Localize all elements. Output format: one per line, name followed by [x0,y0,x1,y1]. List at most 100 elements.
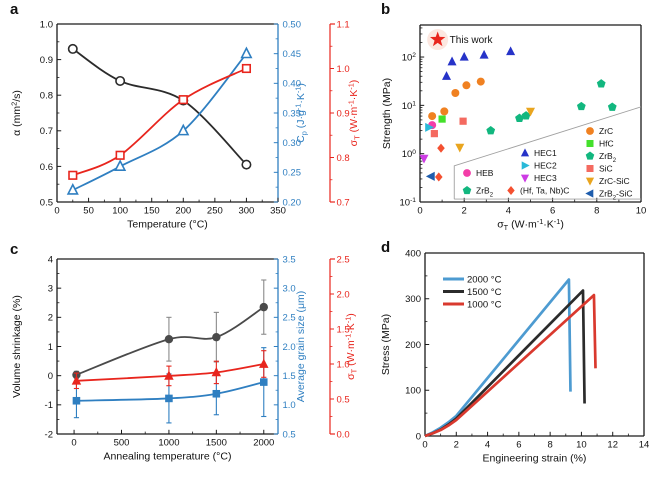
legend-label: 1500 °C [467,287,502,298]
legend-label: (Hf, Ta, Nb)C [520,186,569,196]
series-ZrC-SiC [455,107,536,153]
legend-region-outline [453,106,642,200]
y-tick-label: 10-1 [400,197,417,208]
x-axis-title: Annealing temperature (°C) [104,451,232,463]
data-point-thermal-diffusivity [67,43,78,54]
data-point-HfTaNbC [437,143,445,153]
panel-a-chart: 0 50 100 150 200 250 300 350 Temperature (°C) 0.5… [10,19,362,230]
this-work-annotation: This work [427,29,493,51]
series-HEC2 [425,122,434,132]
legend-item: ZrB2 [462,186,493,198]
x-axis-title: Engineering strain (%) [483,453,587,465]
x-tick-label: 0 [71,438,76,449]
x-tick-label: 250 [207,206,223,217]
triangle-right-icon [521,161,530,170]
legend-item: ZrC [586,126,613,136]
data-point-HEC1 [479,49,489,59]
data-point-ZrC [451,89,460,98]
x-tick-label: 4 [506,206,511,217]
circle-icon [586,127,594,135]
y3-tick-label: 0.5 [337,394,350,405]
x-tick-label: 0 [417,206,422,217]
y-tick-label: 0.7 [40,126,53,137]
y2-axis-title: Cp (J·g-1·K-1) [294,83,309,143]
data-point-ZrB2 [515,113,524,123]
x-tick-label: 1000 [158,438,179,449]
triangle-left-icon [585,189,594,198]
axes-frame [56,258,335,435]
data-point-specific-heat [240,46,253,59]
legend-label: 2000 °C [467,274,502,285]
x-tick-label: 50 [83,206,94,217]
data-point-ZrB2 [607,102,617,111]
circle-icon [463,169,471,177]
data-point-ZrB2 [521,111,531,120]
data-point-specific-heat [177,123,190,136]
data-point-ZrC [462,81,471,90]
x-axis-title: σT (W·m-1·K-1) [497,217,564,232]
y2-tick-label: 0.40 [283,79,302,90]
legend-item: ZrB2 [585,151,616,164]
legend-label: HEC2 [534,161,557,171]
y2-tick-label: 3.5 [283,254,296,265]
y2-tick-label: 2.0 [283,342,296,353]
y3-axis-title: σT (W·m-1·K-1) [347,80,362,147]
data-point-ZrB2 [486,126,496,135]
series-line [76,363,264,382]
data-point-volume-shrinkage [212,332,221,342]
legend-label: ZrC [599,126,613,136]
data-point-thermal-conductivity [241,63,252,74]
triangle-down-icon [585,177,595,186]
panel-label-d: d [381,239,391,256]
x-tick-label: 350 [270,206,286,217]
legend-item: ZrC-SiC [585,176,630,186]
y-tick-label: 0.8 [40,91,53,102]
data-point-ZrB2-SiC [425,171,435,181]
data-point-HEC1 [459,51,469,61]
legend-item: HEC1 [520,148,557,158]
series-HfTaNbC [434,143,445,182]
x-tick-label: 2000 [253,438,274,449]
this-work-star-icon [429,31,446,47]
y3-tick-label: 1.1 [337,19,350,30]
data-point-ZrC-SiC [455,143,465,153]
panel-c-chart: 0 500 1000 1500 2000 Annealing temperature (°… [11,254,359,462]
y2-tick-label: 0.5 [283,429,296,440]
y3-axis-title: σT (W·m-1·K-1) [344,313,359,380]
legend-label: HEC1 [534,148,557,158]
axes-frame [419,24,642,203]
x-tick-label: 0 [54,206,59,217]
y3-tick-label: 0.9 [337,108,350,119]
y-tick-label: 100 [405,386,421,397]
y-tick-label: 0.6 [40,162,53,173]
y-tick-label: 102 [402,52,417,63]
legend-item: 2000 °C [443,274,502,285]
y2-tick-label: 0.25 [283,168,302,179]
x-tick-label: 2 [454,440,459,451]
data-point-thermal-conductivity [211,367,222,377]
y3-tick-label: 2.0 [337,289,350,300]
x-tick-label: 10 [576,440,587,451]
y-axis-title: Strength (MPa) [381,78,393,149]
data-point-SiC [430,130,438,138]
data-point-volume-shrinkage [164,335,174,344]
data-point-ZrB2 [576,101,586,111]
x-tick-label: 1500 [206,438,227,449]
series-line [72,67,247,177]
data-point-specific-heat [66,182,79,195]
pentagon-icon [585,151,595,160]
series-thermal-conductivity [71,350,269,390]
series-specific-heat [66,46,253,195]
y2-tick-label: 0.20 [283,197,302,208]
legend-item: HEC2 [521,161,557,171]
panel-d-chart: 0 2 4 6 8 10 12 14 Engineering strain (%) 0 100 200… [380,248,649,464]
y-axis-title: α (mm2/s) [10,90,23,136]
data-point-HEC3 [419,154,429,164]
data-point-grain-size [72,396,81,405]
legend-label: ZrB2-SiC [599,189,633,202]
data-point-SiC [459,117,467,125]
legend-item: HfC [586,139,614,149]
legend-item: HEC3 [520,173,557,183]
data-point-ZrB2 [596,79,606,88]
